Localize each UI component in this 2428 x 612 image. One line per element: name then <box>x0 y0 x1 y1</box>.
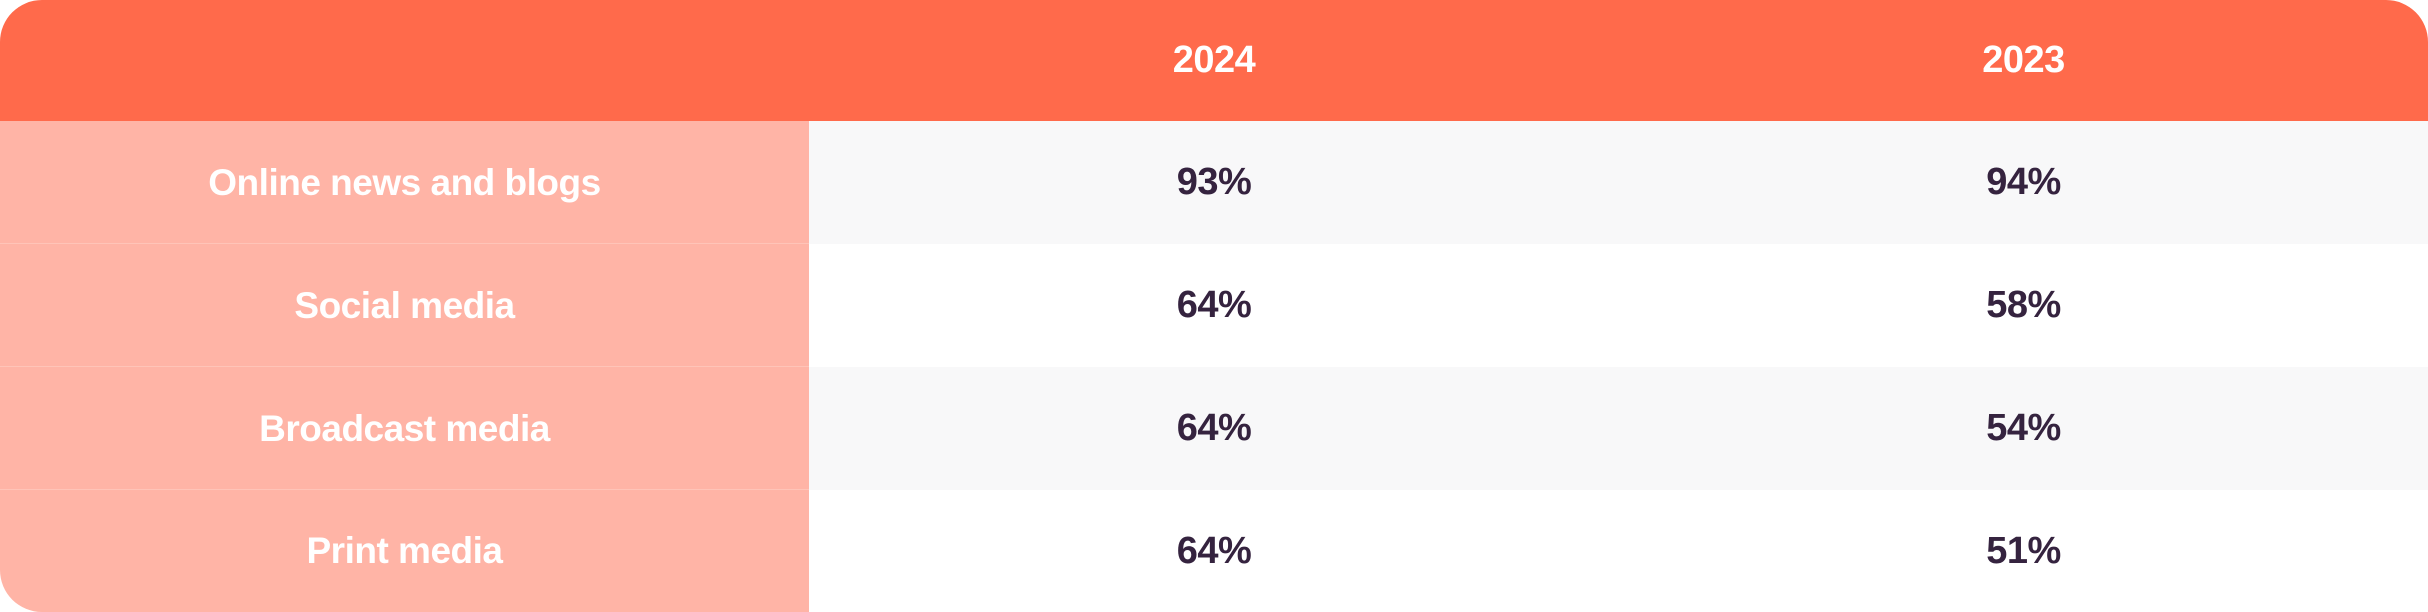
row-divider <box>0 243 809 244</box>
row-label: Print media <box>0 490 809 612</box>
cell-2024: 64% <box>1176 407 1252 449</box>
cell-2023: 51% <box>1986 530 2061 572</box>
cell-2024: 64% <box>1176 530 1252 572</box>
cell-2023: 94% <box>1986 161 2061 203</box>
table-row: Social media 64% 58% <box>0 244 2428 367</box>
row-label: Online news and blogs <box>0 121 809 244</box>
row-label: Social media <box>0 244 809 367</box>
row-divider <box>0 489 809 490</box>
cell-2023: 54% <box>1986 407 2061 449</box>
header-2024: 2024 <box>1172 39 1256 81</box>
table-row: Broadcast media 64% 54% <box>0 367 2428 490</box>
row-divider <box>0 366 809 367</box>
header-label-column <box>0 0 809 121</box>
table-row: Online news and blogs 93% 94% <box>0 121 2428 244</box>
cell-2024: 64% <box>1176 284 1252 326</box>
table-row: Print media 64% 51% <box>0 490 2428 612</box>
table-header: 2024 2023 <box>0 0 2428 121</box>
header-2023: 2023 <box>1982 39 2065 81</box>
cell-2023: 58% <box>1986 284 2061 326</box>
row-label: Broadcast media <box>0 367 809 490</box>
cell-2024: 93% <box>1176 161 1252 203</box>
